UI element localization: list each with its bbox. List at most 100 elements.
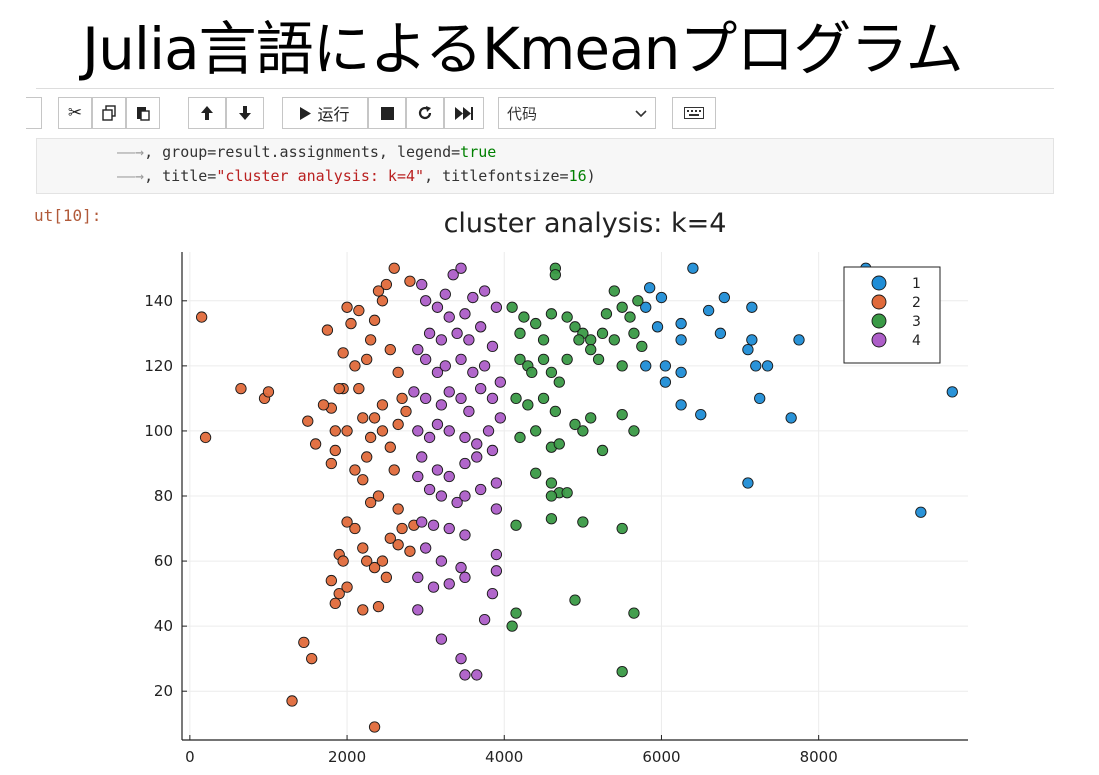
data-point-cluster-4	[412, 604, 424, 616]
y-tick-label: 100	[144, 422, 173, 440]
data-point-cluster-2	[306, 653, 318, 665]
data-point-cluster-4	[416, 516, 428, 528]
data-point-cluster-3	[510, 519, 522, 531]
copy-cell-button[interactable]	[92, 97, 126, 129]
data-point-cluster-4	[475, 382, 487, 395]
data-point-cluster-3	[514, 327, 526, 339]
legend-marker-1	[871, 275, 887, 291]
data-point-cluster-3	[569, 594, 581, 606]
data-point-cluster-2	[353, 304, 365, 317]
data-point-cluster-3	[596, 444, 609, 457]
legend-marker-3	[871, 313, 887, 329]
legend-label-4: 4	[912, 333, 921, 349]
paste-icon	[135, 105, 151, 121]
data-point-cluster-4	[435, 399, 448, 411]
data-point-cluster-2	[262, 386, 275, 398]
data-point-cluster-4	[435, 490, 448, 502]
data-point-cluster-2	[337, 347, 349, 359]
data-point-cluster-4	[427, 519, 440, 531]
data-point-cluster-4	[459, 669, 471, 681]
data-point-cluster-1	[675, 334, 687, 346]
data-point-cluster-4	[471, 451, 483, 463]
data-point-cluster-3	[537, 334, 550, 346]
data-point-cluster-3	[624, 311, 636, 323]
data-point-cluster-3	[608, 334, 620, 346]
data-point-cluster-2	[302, 415, 314, 427]
data-point-cluster-2	[368, 314, 381, 326]
data-point-cluster-1	[746, 334, 758, 346]
data-point-cluster-4	[459, 529, 471, 541]
run-button[interactable]: 运行	[282, 97, 368, 129]
data-point-cluster-3	[545, 366, 558, 379]
data-point-cluster-2	[341, 301, 353, 313]
restart-kernel-button[interactable]	[406, 97, 444, 129]
move-down-button[interactable]	[226, 97, 264, 129]
data-point-cluster-3	[616, 522, 628, 535]
data-point-cluster-2	[376, 399, 389, 411]
run-label: 运行	[317, 105, 350, 124]
legend-label-3: 3	[912, 314, 921, 330]
data-point-cluster-1	[687, 262, 699, 274]
data-point-cluster-4	[435, 555, 448, 567]
data-point-cluster-2	[341, 516, 353, 528]
command-palette-button[interactable]	[672, 97, 716, 129]
data-point-cluster-4	[490, 477, 503, 489]
data-point-cluster-4	[423, 327, 436, 339]
data-point-cluster-4	[478, 285, 491, 297]
code-line-1-value: true	[460, 143, 497, 161]
data-point-cluster-2	[349, 464, 361, 476]
data-point-cluster-2	[235, 382, 247, 395]
stop-icon	[380, 106, 394, 120]
data-point-cluster-1	[793, 334, 805, 346]
data-point-cluster-2	[396, 522, 408, 535]
data-point-cluster-4	[443, 578, 455, 590]
data-point-cluster-3	[514, 431, 526, 444]
data-point-cluster-3	[616, 409, 628, 421]
code-line-2-mid: , titlefontsize=	[424, 167, 569, 185]
data-point-cluster-4	[443, 311, 455, 323]
data-point-cluster-3	[632, 295, 644, 307]
paste-cell-button[interactable]	[126, 97, 160, 129]
data-point-cluster-2	[196, 311, 208, 323]
data-point-cluster-4	[455, 561, 467, 574]
keyboard-icon	[684, 107, 704, 119]
toolbar-edge-button[interactable]	[26, 97, 42, 129]
data-point-cluster-2	[333, 587, 345, 600]
data-point-cluster-1	[702, 304, 715, 317]
data-point-cluster-3	[506, 620, 518, 632]
data-point-cluster-3	[585, 343, 597, 356]
data-point-cluster-4	[478, 360, 491, 372]
data-point-cluster-4	[412, 470, 424, 483]
data-point-cluster-2	[384, 343, 396, 356]
legend-marker-4	[871, 332, 887, 348]
data-point-cluster-3	[569, 418, 581, 431]
data-point-cluster-3	[608, 285, 620, 297]
restart-run-all-button[interactable]	[444, 97, 484, 129]
move-up-button[interactable]	[188, 97, 226, 129]
data-point-cluster-3	[530, 425, 542, 437]
data-point-cluster-4	[478, 613, 491, 626]
data-point-cluster-4	[412, 571, 424, 583]
data-point-cluster-1	[746, 301, 758, 313]
interrupt-button[interactable]	[368, 97, 406, 129]
data-point-cluster-1	[742, 343, 754, 356]
cell-type-select[interactable]: 代码	[498, 97, 656, 129]
scatter-chart: cluster analysis: k=4 0 2000 4000 6000 8000 20…	[144, 208, 968, 766]
data-point-cluster-2	[376, 555, 389, 567]
data-point-cluster-2	[199, 431, 212, 444]
slide-title: Julia言語によるKmeanプログラム	[82, 15, 964, 83]
code-cell[interactable]: ——→, group=result.assignments, legend=tr…	[36, 138, 1054, 194]
data-point-cluster-3	[537, 392, 550, 405]
fast-forward-icon	[455, 106, 473, 120]
chart-title: cluster analysis: k=4	[444, 208, 727, 239]
data-point-cluster-2	[400, 405, 412, 418]
data-point-cluster-2	[392, 366, 404, 379]
data-point-cluster-1	[785, 412, 797, 424]
data-point-cluster-4	[459, 490, 471, 502]
data-point-cluster-1	[675, 399, 687, 411]
data-point-cluster-4	[471, 438, 483, 450]
data-point-cluster-4	[416, 451, 428, 463]
code-line-2: ——→, title="cluster analysis: k=4", titl…	[117, 167, 596, 185]
cut-cell-button[interactable]: ✂	[58, 97, 92, 129]
data-point-cluster-4	[443, 386, 455, 398]
